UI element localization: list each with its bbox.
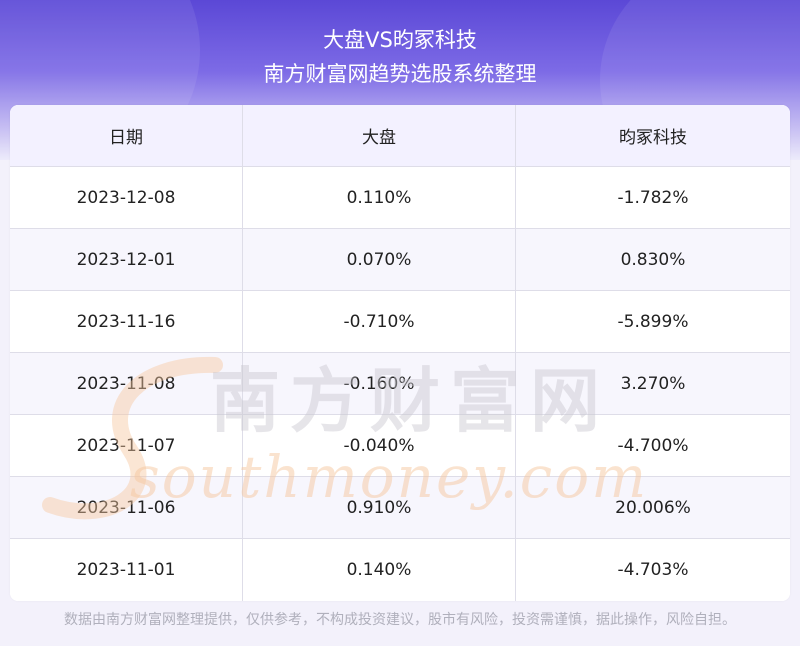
column-header-stock: 昀冢科技 (619, 128, 687, 148)
stock-change-cell: -4.700% (617, 435, 689, 456)
date-cell: 2023-12-01 (10, 229, 243, 290)
stock-change-cell: 3.270% (620, 373, 686, 394)
table-row: 2023-11-01 0.140% -4.703% (10, 539, 790, 601)
table-row: 2023-11-08 -0.160% 3.270% (10, 353, 790, 415)
comparison-table: 日期 大盘 昀冢科技 2023-12-08 0.110% -1.782% 202… (10, 105, 790, 601)
date-cell: 2023-11-06 (10, 477, 243, 538)
market-change-cell: -0.040% (243, 415, 516, 476)
market-change-cell: -0.160% (243, 353, 516, 414)
page-subtitle: 南方财富网趋势选股系统整理 (263, 62, 537, 86)
table-header-row: 日期 大盘 昀冢科技 (10, 105, 790, 167)
table-row: 2023-12-01 0.070% 0.830% (10, 229, 790, 291)
market-change-cell: -0.710% (243, 291, 516, 352)
market-change-cell: 0.110% (243, 167, 516, 228)
table-row: 2023-11-07 -0.040% -4.700% (10, 415, 790, 477)
footer-disclaimer: 数据由南方财富网整理提供，仅供参考，不构成投资建议，股市有风险，投资需谨慎，据此… (64, 612, 736, 628)
column-header-date: 日期 (10, 105, 243, 166)
page-title: 大盘VS昀冢科技 (323, 28, 477, 52)
market-change-cell: 0.070% (243, 229, 516, 290)
table-row: 2023-11-16 -0.710% -5.899% (10, 291, 790, 353)
stock-change-cell: -4.703% (617, 560, 689, 580)
date-cell: 2023-12-08 (10, 167, 243, 228)
market-change-cell: 0.140% (243, 539, 516, 601)
table-row: 2023-11-06 0.910% 20.006% (10, 477, 790, 539)
stock-change-cell: 0.830% (620, 249, 686, 270)
stock-change-cell: -5.899% (617, 311, 689, 332)
table-row: 2023-12-08 0.110% -1.782% (10, 167, 790, 229)
stock-change-cell: 20.006% (615, 497, 691, 518)
date-cell: 2023-11-16 (10, 291, 243, 352)
date-cell: 2023-11-01 (10, 539, 243, 601)
stock-change-cell: -1.782% (617, 187, 689, 208)
date-cell: 2023-11-08 (10, 353, 243, 414)
column-header-market: 大盘 (243, 105, 516, 166)
date-cell: 2023-11-07 (10, 415, 243, 476)
market-change-cell: 0.910% (243, 477, 516, 538)
